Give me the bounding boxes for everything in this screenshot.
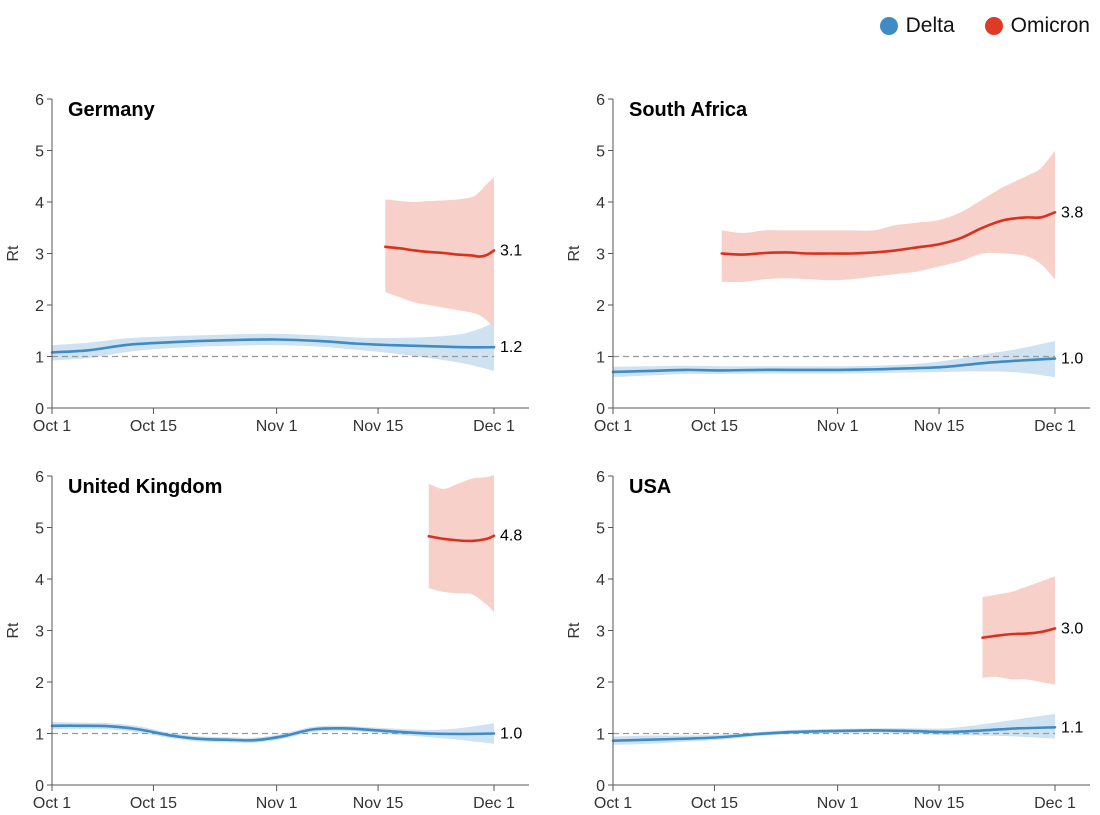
series-line-delta [50,338,496,354]
series-line-delta [611,357,1057,374]
confidence-band-delta [52,323,494,371]
y-tick-label: 2 [35,675,44,692]
y-tick-label: 4 [596,572,605,589]
panel-title: Germany [68,99,156,121]
end-label-delta: 1.0 [500,726,522,743]
confidence-band-omicron [982,576,1055,685]
y-tick-label: 0 [35,401,44,418]
y-axis-label: Rt [566,245,583,262]
series-line-delta [611,726,1057,743]
x-tick-label: Dec 1 [473,795,515,812]
y-tick-label: 1 [35,727,44,744]
x-tick-label: Oct 1 [594,418,632,435]
end-label-delta: 1.2 [500,339,522,356]
y-tick-label: 2 [596,675,605,692]
y-tick-label: 4 [35,195,44,212]
y-tick-label: 0 [596,778,605,795]
legend-label-delta: Delta [905,14,955,37]
chart-panel-united-kingdom: 1.0 4.8 0 1 2 3 4 5 6 Oct 1 Oct 15 Nov 1 Nov 15 Dec 1… [5,469,529,812]
end-label-delta: 1.1 [1061,719,1083,736]
x-tick-label: Nov 15 [353,418,404,435]
chart-panel-south-africa: 1.0 3.8 0 1 2 3 4 5 6 Oct 1 Oct 15 Nov 1 Nov 15 Dec 1… [566,92,1090,435]
panel-title: USA [629,476,671,498]
legend-item-delta: Delta [879,14,955,38]
y-tick-label: 5 [596,521,605,538]
x-tick-label: Nov 1 [256,418,298,435]
x-tick-label: Nov 15 [353,795,404,812]
x-tick-label: Dec 1 [473,418,515,435]
legend-swatch-omicron [984,17,1003,35]
end-label-omicron: 3.1 [500,242,522,259]
chart-panel-usa: 1.1 3.0 0 1 2 3 4 5 6 Oct 1 Oct 15 Nov 1 Nov 15 Dec 1… [566,469,1090,812]
end-label-delta: 1.0 [1061,351,1083,368]
chart-panel-germany: 1.2 3.1 0 1 2 3 4 5 6 Oct 1 Oct 15 Nov 1 Nov 15 Dec 1… [5,92,529,435]
x-tick-label: Nov 1 [817,418,859,435]
x-tick-label: Oct 15 [130,795,177,812]
legend-item-omicron: Omicron [984,14,1090,38]
x-tick-label: Oct 15 [691,418,738,435]
y-tick-label: 1 [596,350,605,367]
y-tick-label: 2 [596,298,605,315]
y-tick-label: 6 [596,469,605,486]
y-axis-label: Rt [5,245,22,262]
legend-label-omicron: Omicron [1010,14,1090,37]
confidence-band-omicron [428,474,494,613]
y-axis-label: Rt [5,622,22,639]
end-label-omicron: 3.8 [1061,204,1083,221]
y-tick-label: 3 [596,247,605,264]
series-line-delta [50,724,496,742]
end-label-omicron: 3.0 [1061,620,1083,637]
series-line-omicron [427,534,496,543]
x-tick-label: Oct 15 [691,795,738,812]
y-tick-label: 0 [35,778,44,795]
x-tick-label: Nov 1 [817,795,859,812]
y-tick-label: 5 [596,144,605,161]
legend-swatch-delta [879,17,898,35]
x-tick-label: Dec 1 [1034,795,1076,812]
y-tick-label: 0 [596,401,605,418]
series-line-omicron [981,627,1057,640]
end-label-omicron: 4.8 [500,528,522,545]
y-tick-label: 3 [596,624,605,641]
y-tick-label: 3 [35,247,44,264]
x-tick-label: Dec 1 [1034,418,1076,435]
y-tick-label: 6 [596,92,605,109]
x-tick-label: Oct 15 [130,418,177,435]
x-tick-label: Nov 1 [256,795,298,812]
y-tick-label: 5 [35,521,44,538]
y-tick-label: 5 [35,144,44,161]
y-tick-label: 1 [35,350,44,367]
y-tick-label: 1 [596,727,605,744]
y-tick-label: 6 [35,92,44,109]
confidence-band-omicron [721,150,1055,283]
y-tick-label: 6 [35,469,44,486]
x-tick-label: Oct 1 [33,418,71,435]
chart-legend: Delta Omicron [850,14,1090,38]
y-tick-label: 2 [35,298,44,315]
x-tick-label: Nov 15 [914,418,965,435]
x-tick-label: Oct 1 [33,795,71,812]
y-axis-label: Rt [566,622,583,639]
panel-title: United Kingdom [68,476,222,498]
confidence-band-delta [613,341,1055,378]
x-tick-label: Oct 1 [594,795,632,812]
panel-title: South Africa [629,99,748,121]
y-tick-label: 4 [596,195,605,212]
series-line-omicron [384,245,496,258]
x-tick-label: Nov 15 [914,795,965,812]
series-line-omicron [720,211,1057,256]
y-tick-label: 4 [35,572,44,589]
y-tick-label: 3 [35,624,44,641]
